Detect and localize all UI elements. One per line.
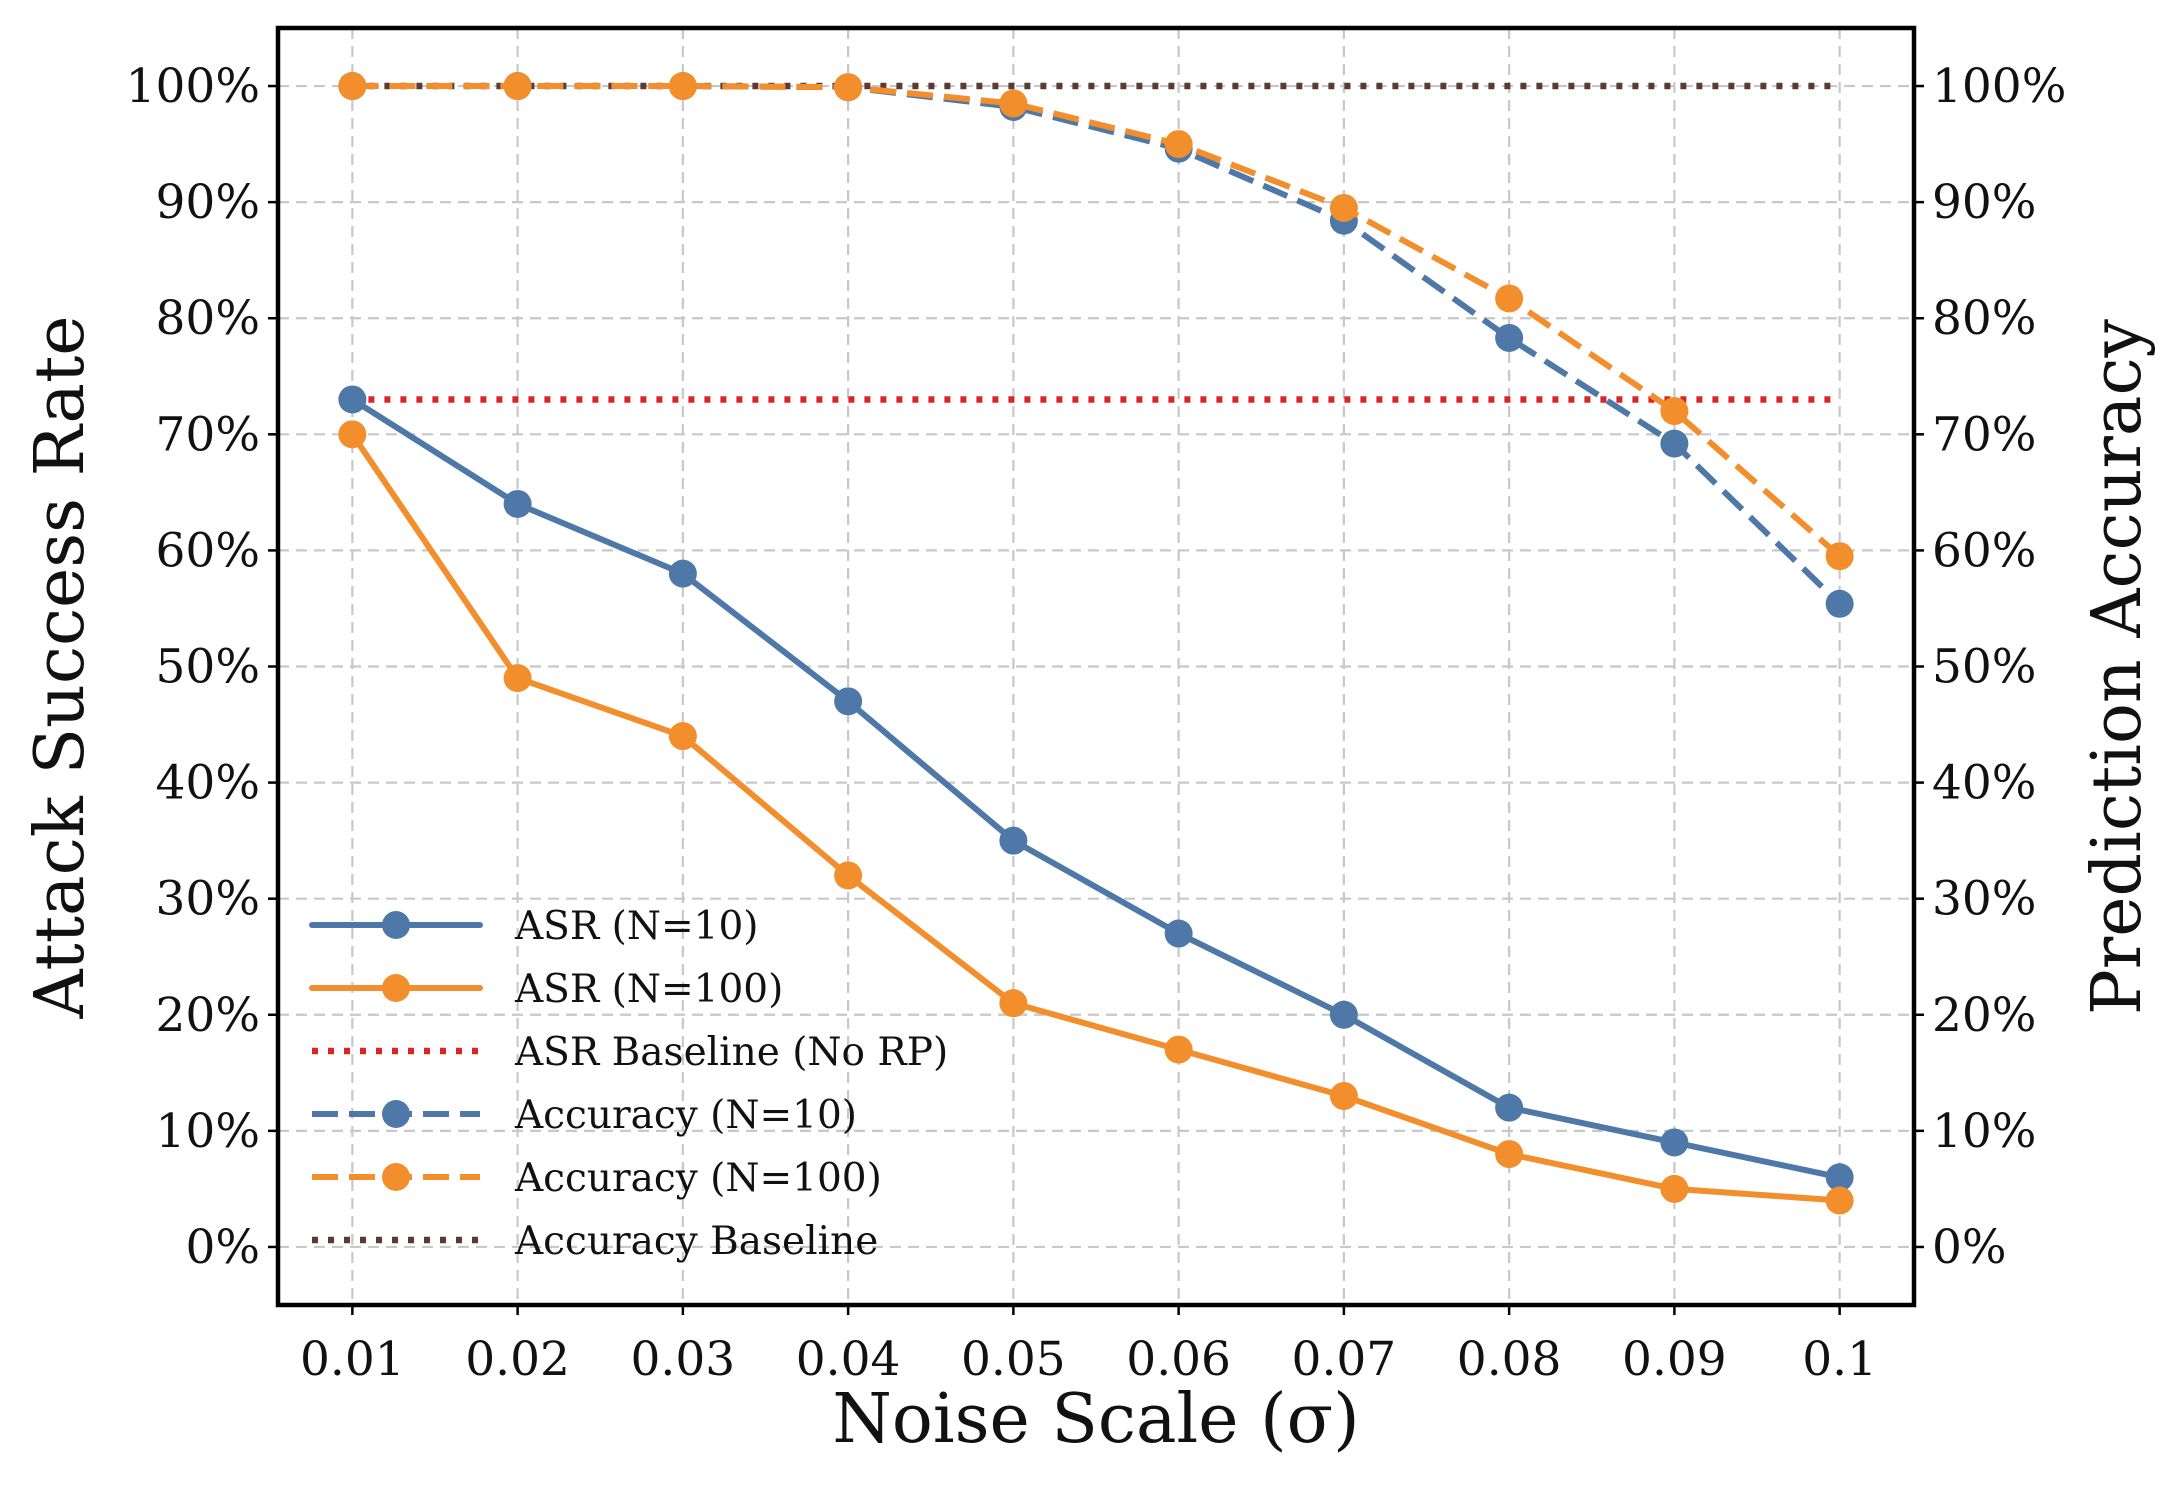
data-point-asr-n-100 (1329, 1082, 1358, 1111)
data-point-accuracy-n-100 (834, 73, 863, 102)
data-point-asr-n-100 (668, 722, 697, 751)
y-tick-label-right: 0% (1932, 1220, 2007, 1275)
x-tick-label: 0.1 (1802, 1332, 1877, 1387)
y-tick-label-right: 50% (1932, 640, 2036, 695)
x-tick-label: 0.08 (1457, 1332, 1562, 1387)
legend-label: ASR (N=10) (514, 904, 759, 949)
y-tick-label-right: 10% (1932, 1104, 2036, 1159)
tick-layer: 0.01 0.02 0.03 0.04 0.05 0.06 0.07 0.08 0.09 0.1 0… (126, 59, 2067, 1387)
data-point-accuracy-n-100 (1164, 130, 1193, 159)
legend-item-asr-n-100: ASR (N=100) (309, 967, 783, 1012)
data-point-asr-n-10 (1825, 1163, 1854, 1192)
y-tick-label-left: 50% (156, 640, 260, 695)
legend-label: ASR (N=100) (514, 967, 783, 1012)
data-point-asr-n-10 (668, 559, 697, 588)
y-tick-label-left: 20% (156, 988, 260, 1043)
data-point-accuracy-n-100 (668, 72, 697, 101)
data-point-accuracy-n-10 (1495, 323, 1524, 352)
x-tick-label: 0.01 (300, 1332, 405, 1387)
data-point-asr-n-10 (1495, 1093, 1524, 1122)
legend-label: Accuracy Baseline (514, 1219, 878, 1264)
series-accuracy-n-100 (338, 72, 1854, 571)
series-accuracy-n-10 (338, 72, 1854, 618)
y-tick-label-left: 70% (156, 407, 260, 462)
legend-swatch-marker (382, 1163, 410, 1191)
data-point-accuracy-n-100 (1495, 284, 1524, 313)
y-axis-title-left: Attack Success Rate (21, 315, 100, 1019)
legend: ASR (N=10) ASR (N=100) ASR Baseline (No RP… (309, 904, 948, 1264)
data-point-asr-n-10 (1660, 1128, 1689, 1157)
x-tick-label: 0.02 (465, 1332, 570, 1387)
legend-swatch-marker (382, 911, 410, 939)
series-asr-n-10 (338, 385, 1854, 1192)
legend-swatch-marker (382, 1100, 410, 1128)
series-line-asr-n-100 (349, 431, 1843, 1204)
y-tick-label-right: 40% (1932, 756, 2036, 811)
x-tick-label: 0.04 (796, 1332, 901, 1387)
y-tick-label-left: 100% (126, 59, 260, 114)
data-point-accuracy-n-100 (338, 72, 367, 101)
data-point-asr-n-10 (834, 687, 863, 716)
data-point-asr-n-100 (1495, 1140, 1524, 1169)
data-point-asr-n-100 (999, 989, 1028, 1018)
data-point-asr-n-100 (1164, 1035, 1193, 1064)
y-tick-label-right: 60% (1932, 523, 2036, 578)
x-axis-title: Noise Scale (σ) (832, 1380, 1359, 1459)
data-point-asr-n-10 (999, 826, 1028, 855)
data-point-accuracy-n-100 (1660, 397, 1689, 426)
data-point-asr-n-100 (338, 420, 367, 449)
series-line-accuracy-n-100 (352, 83, 1842, 559)
legend-label: Accuracy (N=10) (514, 1093, 857, 1138)
legend-label: ASR Baseline (No RP) (514, 1030, 948, 1075)
data-point-accuracy-n-100 (503, 72, 532, 101)
x-tick-label: 0.07 (1292, 1332, 1397, 1387)
x-tick-label: 0.03 (631, 1332, 736, 1387)
data-point-accuracy-n-100 (1329, 193, 1358, 222)
data-point-accuracy-n-10 (1660, 429, 1689, 458)
y-axis-title-right: Prediction Accuracy (2078, 318, 2157, 1014)
data-point-asr-n-100 (503, 664, 532, 693)
y-tick-label-left: 30% (156, 872, 260, 927)
legend-item-asr-baseline-no-rp: ASR Baseline (No RP) (312, 1030, 948, 1075)
y-tick-label-right: 100% (1932, 59, 2066, 114)
y-tick-label-left: 40% (156, 756, 260, 811)
legend-label: Accuracy (N=100) (514, 1156, 882, 1201)
series-line-asr-n-10 (349, 396, 1843, 1181)
data-point-asr-n-10 (503, 489, 532, 518)
y-tick-label-left: 0% (185, 1220, 260, 1275)
legend-item-accuracy-n-10: Accuracy (N=10) (312, 1093, 857, 1138)
data-point-accuracy-n-100 (1825, 542, 1854, 571)
x-tick-label: 0.09 (1622, 1332, 1727, 1387)
legend-swatch-marker (382, 974, 410, 1002)
series-asr-n-100 (338, 420, 1854, 1215)
x-tick-label: 0.05 (961, 1332, 1066, 1387)
legend-item-accuracy-n-100: Accuracy (N=100) (312, 1156, 882, 1201)
y-tick-label-right: 30% (1932, 872, 2036, 927)
y-tick-label-right: 20% (1932, 988, 2036, 1043)
y-tick-label-right: 70% (1932, 407, 2036, 462)
y-tick-label-left: 90% (156, 175, 260, 230)
x-tick-label: 0.06 (1126, 1332, 1231, 1387)
data-point-asr-n-10 (1329, 1000, 1358, 1029)
legend-item-accuracy-baseline: Accuracy Baseline (312, 1219, 878, 1264)
legend-item-asr-n-10: ASR (N=10) (309, 904, 759, 949)
data-point-asr-n-100 (1825, 1186, 1854, 1215)
data-point-accuracy-n-10 (1825, 589, 1854, 618)
y-tick-label-right: 90% (1932, 175, 2036, 230)
y-tick-label-left: 10% (156, 1104, 260, 1159)
data-point-asr-n-100 (834, 861, 863, 890)
data-point-asr-n-10 (1164, 919, 1193, 948)
y-tick-label-left: 80% (156, 291, 260, 346)
data-point-asr-n-100 (1660, 1174, 1689, 1203)
data-point-asr-n-10 (338, 385, 367, 414)
y-tick-label-left: 60% (156, 523, 260, 578)
data-point-accuracy-n-100 (999, 89, 1028, 118)
y-tick-label-right: 80% (1932, 291, 2036, 346)
series-layer (338, 72, 1854, 1215)
